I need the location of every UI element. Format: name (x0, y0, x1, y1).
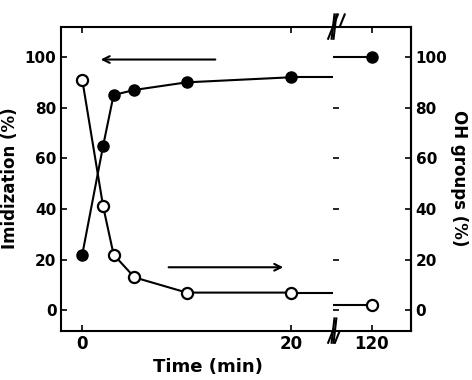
Y-axis label: OH groups (%): OH groups (%) (450, 111, 468, 247)
Y-axis label: Imidization (%): Imidization (%) (1, 108, 19, 249)
Text: Time (min): Time (min) (153, 358, 262, 376)
